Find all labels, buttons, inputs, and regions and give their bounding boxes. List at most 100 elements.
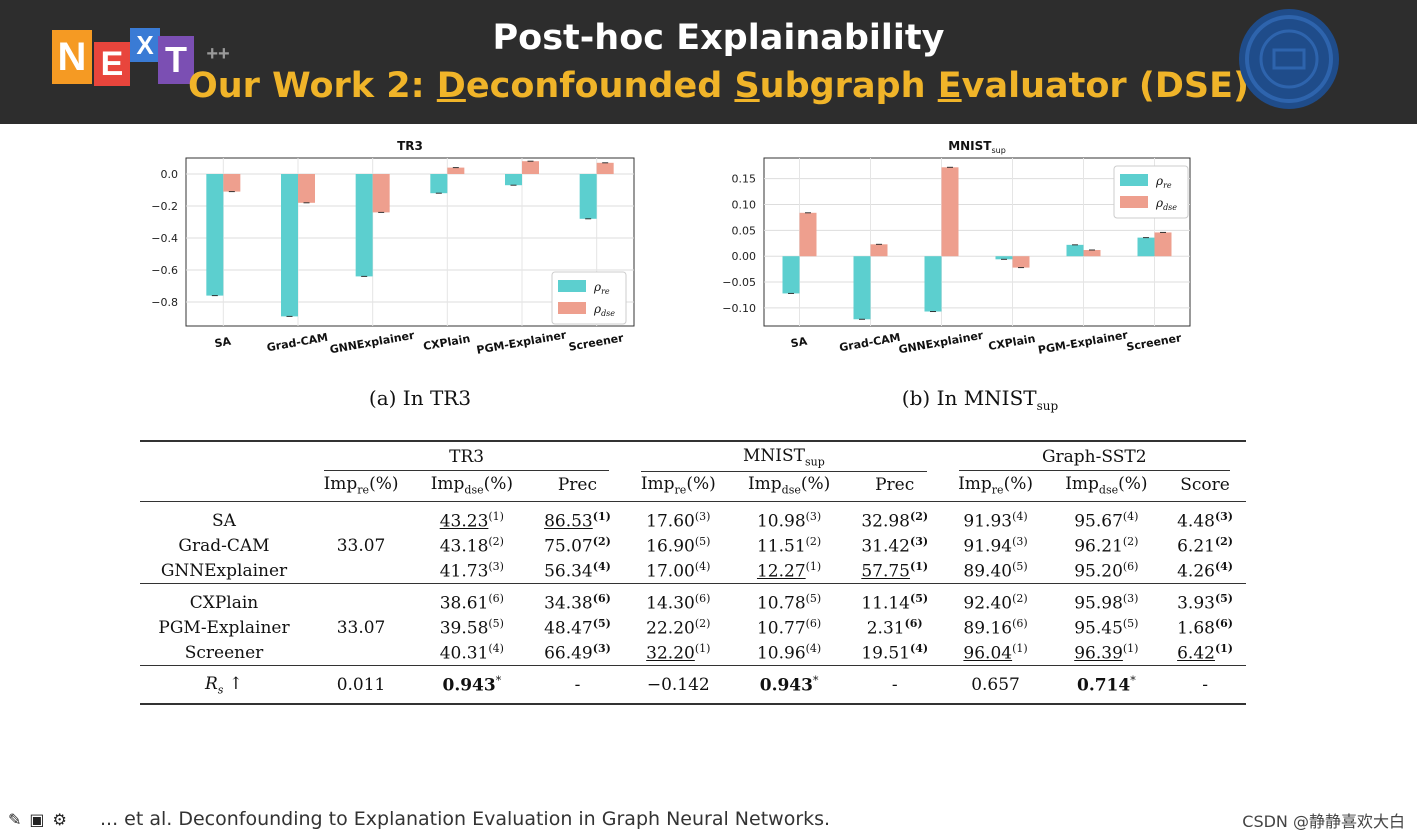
table-cell: 96.04(1) <box>943 640 1049 666</box>
cell-value: 10.96 <box>756 643 806 664</box>
method-name: Grad-CAM <box>140 533 308 558</box>
table-cell: 4.48(3) <box>1164 501 1246 534</box>
cell-value: 16.90 <box>646 536 695 557</box>
cell-rank: (3) <box>1012 535 1028 549</box>
y-tick-label: −0.6 <box>151 264 178 277</box>
cell-value: 89.40 <box>963 561 1013 582</box>
cell-value: 91.94 <box>963 536 1013 557</box>
dataset-name: TR3 <box>449 447 485 468</box>
cell-value: 96.39 <box>1074 643 1123 664</box>
x-tick-label: Grad-CAM <box>266 331 329 355</box>
cell-rank: (4) <box>1214 560 1234 574</box>
cell-value: 31.42 <box>861 536 910 557</box>
table-cell: 86.53(1) <box>529 501 626 534</box>
legend-label-sub: re <box>601 287 610 296</box>
dataset-name: Graph-SST2 <box>1041 447 1147 468</box>
metric-header: Prec <box>530 472 626 502</box>
cell-value: 48.47 <box>544 618 593 639</box>
cell-rank: (2) <box>805 535 822 549</box>
cell-rank: (1) <box>488 510 504 524</box>
footer-toolbar: ✎ ▣ ⚙ <box>8 810 98 830</box>
chart-title: TR3 <box>397 139 423 153</box>
cell-rank: (5) <box>805 592 822 606</box>
bar-dse <box>372 174 390 213</box>
caption-icon[interactable]: ▣ <box>29 810 45 829</box>
cell-value: 6.21 <box>1177 536 1215 557</box>
table-cell: 11.51(2) <box>731 533 847 558</box>
y-tick-label: −0.2 <box>151 200 178 213</box>
cell-value: 56.34 <box>544 561 593 582</box>
table-cell: 95.67(4) <box>1048 501 1165 534</box>
subtitle-initial-e: E <box>937 66 962 106</box>
metric-header: Impre(%) <box>943 472 1049 502</box>
cell-value: 4.26 <box>1177 561 1215 582</box>
metric-header: Score <box>1164 472 1246 502</box>
cell-value: 14.30 <box>646 593 695 614</box>
cell-rank: (6) <box>805 617 822 631</box>
metric-header-main: Imp <box>747 473 782 494</box>
rs-value: 0.657 <box>971 674 1020 695</box>
cell-value: 6.42 <box>1177 643 1215 664</box>
method-label: GNNExplainer <box>160 560 288 581</box>
table-cell: 2.31(6) <box>847 615 943 640</box>
metric-header-main: Imp <box>323 473 358 494</box>
table-cell: 43.18(2) <box>414 533 530 558</box>
cell-rank: (4) <box>1122 510 1139 524</box>
table-cell: 10.77(6) <box>731 615 847 640</box>
cell-rank: (3) <box>694 510 711 524</box>
cell-value: 95.98 <box>1074 593 1123 614</box>
cell-rank: (4) <box>488 642 504 656</box>
rs-value: - <box>1202 674 1208 695</box>
dataset-header: MNISTsup <box>625 439 943 473</box>
y-tick-label: −0.05 <box>722 276 756 289</box>
method-label: PGM-Explainer <box>158 617 290 638</box>
cell-value: 11.14 <box>861 593 910 614</box>
bar-re <box>1066 244 1084 257</box>
cell-rank: (6) <box>1214 617 1234 631</box>
cell-value: 32.20 <box>646 643 695 664</box>
pen-icon[interactable]: ✎ <box>8 810 22 829</box>
bar-dse <box>596 162 614 174</box>
logo-letter-n: N <box>52 30 92 84</box>
metric-header: Impdse(%) <box>731 472 847 502</box>
table-cell: 91.94(3) <box>943 533 1049 558</box>
settings-icon[interactable]: ⚙ <box>52 810 67 829</box>
table-cell: 12.27(1) <box>731 558 847 584</box>
table-cell: 91.93(4) <box>942 501 1049 534</box>
cell-value: 86.53 <box>544 511 593 532</box>
cell-rank: (4) <box>1012 510 1028 524</box>
legend-label-sub: dse <box>1163 203 1177 212</box>
bar-dse <box>1012 256 1030 268</box>
dataset-header: Graph-SST2 <box>942 439 1246 473</box>
chart-b-caption-text: (b) In MNIST <box>901 386 1037 410</box>
rs-cell: −0.142 <box>625 665 732 706</box>
bar-re <box>355 174 373 277</box>
cell-rank: (1) <box>1012 642 1028 656</box>
method-header-blank <box>140 472 308 502</box>
y-tick-label: 0.0 <box>161 168 179 181</box>
y-tick-label: −0.10 <box>722 302 756 315</box>
shared-imp-re-value: 33.07 <box>336 617 386 638</box>
table-cell: 41.73(3) <box>414 558 530 584</box>
metric-header-main: Score <box>1180 474 1230 495</box>
table-cell: 48.47(5) <box>530 615 626 640</box>
cell-value: 43.18 <box>439 536 489 557</box>
method-label: Grad-CAM <box>178 535 270 556</box>
cell-rank: (5) <box>592 617 611 631</box>
slide-title: Post-hoc Explainability <box>492 18 945 58</box>
table-row: CXPlain 33.07 38.61(6) 34.38(6) 14.30(6) 10.7… <box>140 583 1246 666</box>
subtitle-part: econfounded <box>465 66 735 106</box>
table-cell: 89.16(6) <box>943 615 1049 640</box>
metric-header-main: Imp <box>640 473 675 494</box>
table-cell: 32.20(1) <box>625 640 731 666</box>
table-cell: 19.51(4) <box>847 640 943 666</box>
cell-value: 17.60 <box>646 511 695 532</box>
x-tick-label: CXPlain <box>422 332 471 353</box>
university-seal-icon <box>1239 9 1339 109</box>
table-cell: 14.30(6) <box>625 583 732 616</box>
table-cell: 57.75(1) <box>847 558 943 584</box>
subtitle-initial-d: D <box>436 66 466 106</box>
cell-value: 40.31 <box>439 643 489 664</box>
x-tick-label: GNNExplainer <box>898 329 985 357</box>
bar-dse <box>447 167 465 174</box>
